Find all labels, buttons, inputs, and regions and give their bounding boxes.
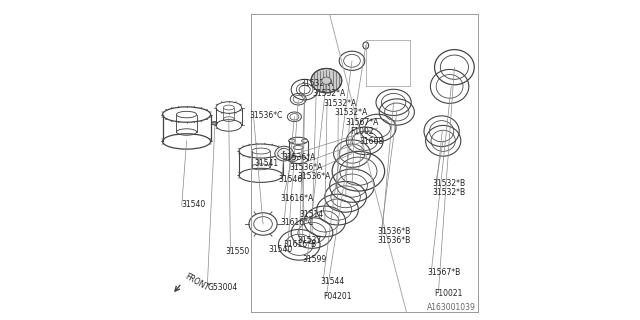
- Ellipse shape: [322, 77, 331, 84]
- Text: F10021: F10021: [435, 289, 463, 298]
- Text: 31532*B: 31532*B: [432, 188, 465, 197]
- Text: 31544: 31544: [320, 277, 344, 286]
- Ellipse shape: [289, 139, 295, 142]
- Text: 31536*B: 31536*B: [378, 236, 411, 245]
- Text: 31616*B: 31616*B: [283, 240, 316, 249]
- Text: 31514: 31514: [300, 210, 323, 219]
- Text: 31567*A: 31567*A: [346, 118, 379, 127]
- Ellipse shape: [301, 139, 308, 142]
- Ellipse shape: [275, 146, 293, 161]
- Text: 31567*B: 31567*B: [428, 268, 460, 277]
- Text: A163001039: A163001039: [428, 303, 476, 312]
- Text: 31536*A: 31536*A: [283, 153, 316, 162]
- Text: 31668: 31668: [359, 137, 383, 146]
- Text: 31616*C: 31616*C: [280, 218, 313, 227]
- Text: 31536*A: 31536*A: [290, 163, 323, 172]
- Text: G53004: G53004: [207, 284, 237, 292]
- Text: 31541: 31541: [254, 159, 278, 168]
- Text: 31540: 31540: [182, 200, 206, 209]
- Text: 31536*B: 31536*B: [378, 227, 411, 236]
- Text: 31532*B: 31532*B: [432, 179, 465, 188]
- Text: 31550: 31550: [226, 247, 250, 256]
- Ellipse shape: [278, 148, 291, 159]
- Text: 31532*A: 31532*A: [323, 99, 356, 108]
- Text: 31546: 31546: [278, 175, 303, 184]
- Text: 31532*A: 31532*A: [301, 79, 334, 88]
- Text: FRONT: FRONT: [184, 272, 211, 292]
- Text: 31540: 31540: [269, 245, 293, 254]
- Text: F04201: F04201: [323, 292, 352, 301]
- Text: F1002: F1002: [351, 127, 374, 136]
- Text: 31536*A: 31536*A: [298, 172, 331, 181]
- Text: 31532*A: 31532*A: [312, 89, 345, 98]
- Text: 31599: 31599: [302, 255, 326, 264]
- Text: 31537: 31537: [298, 236, 322, 245]
- Text: 31532*A: 31532*A: [334, 108, 367, 117]
- Text: 31536*C: 31536*C: [250, 111, 283, 120]
- Ellipse shape: [311, 68, 342, 93]
- Text: 31616*A: 31616*A: [280, 194, 313, 203]
